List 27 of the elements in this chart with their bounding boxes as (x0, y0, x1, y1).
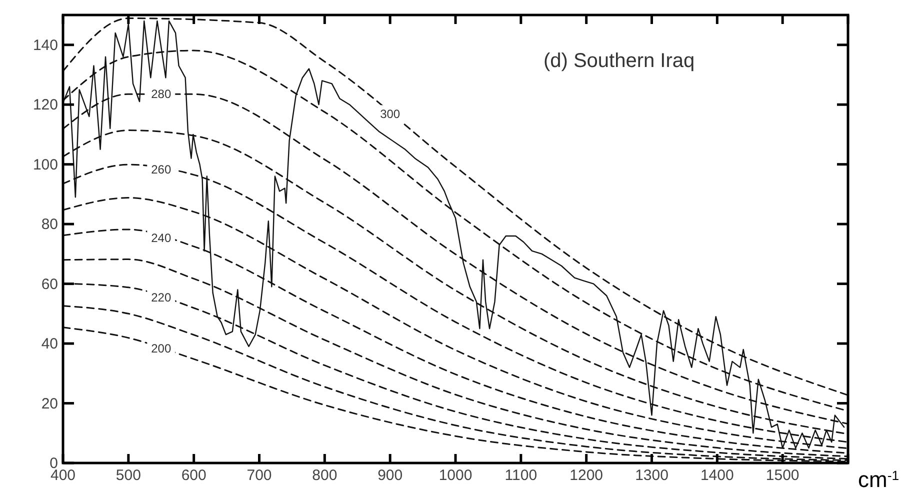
x-tick-label: 800 (312, 467, 338, 484)
series-label: 260 (151, 162, 172, 177)
x-tick-label: 600 (181, 467, 206, 484)
x-tick-label: 1200 (570, 467, 604, 484)
series-label: 300 (380, 107, 400, 122)
x-tick-label: 1400 (700, 467, 734, 484)
y-tick-label: 140 (32, 36, 58, 54)
series-label: 200 (151, 341, 172, 356)
y-tick-label: 60 (41, 276, 58, 293)
x-tick-label: 1300 (635, 467, 668, 484)
x-axis-title: cm$^{-1}$ (858, 467, 900, 492)
x-tick-label: 400 (50, 467, 76, 484)
x-tick-label: 1000 (438, 467, 472, 484)
x-tick-label: 900 (378, 467, 403, 484)
x-tick-label: 1500 (766, 467, 800, 484)
series-label: 220 (151, 290, 172, 305)
x-tick-label: 700 (246, 467, 272, 484)
x-tick-label: 500 (116, 467, 141, 484)
series-label: 280 (151, 87, 172, 102)
y-tick-label: 120 (32, 96, 58, 114)
y-tick-label: 20 (41, 395, 58, 412)
series-label: 240 (151, 230, 172, 245)
text: (d) Southern Iraq (543, 50, 695, 72)
y-tick-label: 100 (32, 156, 58, 174)
y-tick-label: 80 (41, 216, 58, 234)
y-tick-label: 40 (41, 336, 58, 353)
x-tick-label: 1100 (504, 467, 538, 484)
